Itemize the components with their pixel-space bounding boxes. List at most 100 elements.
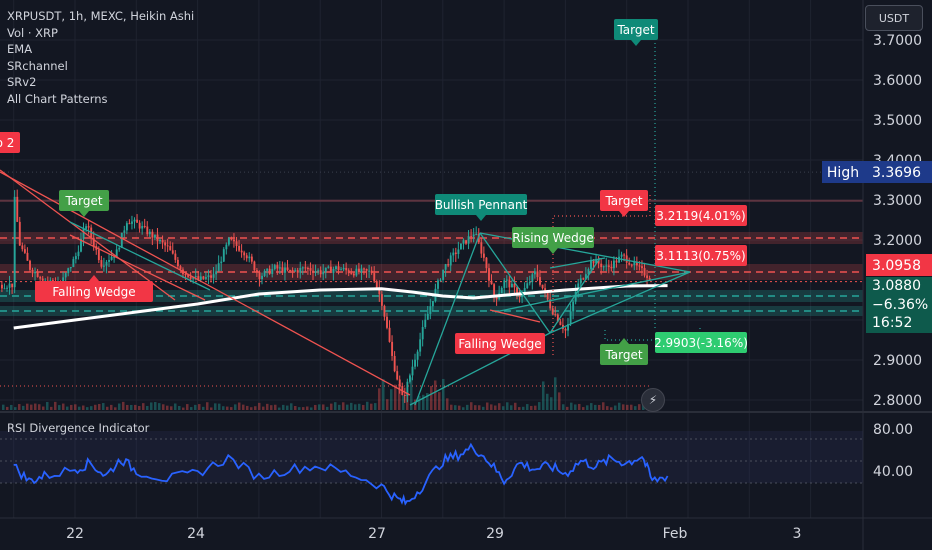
candle-body xyxy=(77,251,80,257)
candle-body xyxy=(179,266,182,270)
price-axis-tick: 3.3000 xyxy=(873,193,922,209)
legend-item-srchannel[interactable]: SRchannel xyxy=(7,58,68,73)
volume-bar xyxy=(58,405,61,410)
candle-body xyxy=(429,306,432,314)
candle-body xyxy=(416,351,419,360)
candle-body xyxy=(419,339,422,352)
candle-body xyxy=(317,270,320,272)
candle-body xyxy=(531,274,534,283)
candle-body xyxy=(460,243,462,250)
legend-title[interactable]: XRPUSDT, 1h, MEXC, Heikin Ashi xyxy=(7,9,195,23)
volume-bar xyxy=(458,405,461,410)
volume-bar xyxy=(582,407,585,410)
candle-body xyxy=(447,264,450,266)
volume-bar xyxy=(506,402,509,410)
pattern-line xyxy=(69,221,211,291)
pattern-line xyxy=(0,169,176,301)
candle-body xyxy=(18,221,21,246)
candle-body xyxy=(278,267,281,269)
legend-item-all-chart-patterns[interactable]: All Chart Patterns xyxy=(7,91,108,106)
candle-body xyxy=(546,291,549,300)
currency-button[interactable]: USDT xyxy=(865,5,923,31)
volume-bar xyxy=(322,404,325,410)
candle-body xyxy=(462,240,465,244)
rsi-pane-title[interactable]: RSI Divergence Indicator xyxy=(7,421,150,435)
time-axis-tick: 29 xyxy=(486,526,504,542)
volume-bar xyxy=(110,404,113,410)
volume-bar xyxy=(606,406,609,410)
volume-bar xyxy=(178,405,181,410)
candle-body xyxy=(131,221,133,224)
candle-body xyxy=(248,256,251,259)
volume-bar xyxy=(74,404,77,410)
high-badge-box xyxy=(822,161,866,183)
volume-bar xyxy=(538,402,541,410)
volume-bar xyxy=(302,407,305,410)
candle-body xyxy=(169,246,172,251)
candle-body xyxy=(600,263,603,268)
volume-bar xyxy=(286,405,289,410)
candle-body xyxy=(528,282,531,284)
price-axis-tick: 3.5000 xyxy=(873,113,922,129)
price-axis-tick: 2.9000 xyxy=(873,353,922,369)
annotation-label-pointer xyxy=(631,40,641,46)
volume-bar xyxy=(434,380,437,410)
volume-bar xyxy=(78,406,81,410)
candle-body xyxy=(80,238,82,252)
volume-bar xyxy=(522,406,525,410)
rsi-axis-tick: 80.00 xyxy=(873,422,913,438)
candle-body xyxy=(411,366,414,376)
volume-bar xyxy=(146,405,149,410)
legend-item-srv2[interactable]: SRv2 xyxy=(7,75,37,90)
volume-bar xyxy=(314,404,317,410)
volume-bar xyxy=(614,405,617,410)
volume-bar xyxy=(530,405,533,410)
candle-body xyxy=(615,260,618,263)
legend-item-volume[interactable]: Vol · XRP xyxy=(7,25,58,40)
candle-body xyxy=(284,267,286,273)
candle-body xyxy=(138,222,141,229)
volume-bar xyxy=(498,403,501,410)
candle-body xyxy=(602,266,605,268)
candle-body xyxy=(454,252,457,254)
candle-body xyxy=(156,234,159,242)
volume-bar xyxy=(226,406,229,410)
candle-body xyxy=(238,245,241,251)
time-axis-tick: Feb xyxy=(663,526,688,542)
volume-bar xyxy=(246,405,249,410)
candle-body xyxy=(74,256,77,260)
volume-bar xyxy=(334,402,337,410)
candle-body xyxy=(128,223,131,225)
chart-legend: XRPUSDT, 1h, MEXC, Heikin Ashi Vol · XRP… xyxy=(7,8,194,108)
volume-bar xyxy=(22,405,25,410)
candle-body xyxy=(551,308,554,315)
pattern-line xyxy=(549,257,606,269)
volume-bar xyxy=(34,403,37,410)
candle-body xyxy=(373,273,376,282)
volume-bar xyxy=(66,406,69,410)
candle-body xyxy=(164,242,167,246)
volume-bar xyxy=(378,388,381,410)
volume-bar xyxy=(566,406,569,410)
annotation-label: Target xyxy=(64,194,102,208)
candle-body xyxy=(294,270,297,272)
candle-body xyxy=(16,196,19,222)
annotation-label-pointer xyxy=(619,338,629,344)
candle-body xyxy=(36,271,39,277)
volume-bar xyxy=(218,403,221,410)
volume-bar xyxy=(330,403,333,410)
volume-bar xyxy=(262,406,265,410)
volume-bar xyxy=(494,405,497,410)
time-axis-tick: 27 xyxy=(368,526,386,542)
volume-bar xyxy=(98,403,101,410)
lightning-icon[interactable]: ⚡ xyxy=(641,388,665,412)
volume-bar xyxy=(310,407,313,410)
candle-body xyxy=(108,259,110,262)
legend-item-ema[interactable]: EMA xyxy=(7,42,33,57)
candle-body xyxy=(383,305,386,317)
volume-bar xyxy=(46,401,49,410)
candle-body xyxy=(39,276,42,279)
volume-bar xyxy=(238,402,241,410)
